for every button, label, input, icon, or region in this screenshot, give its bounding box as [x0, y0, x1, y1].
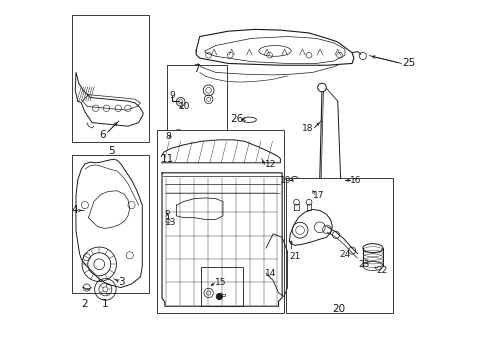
Text: 15: 15 [215, 278, 226, 287]
Text: 5: 5 [107, 146, 114, 156]
Bar [167, 65, 226, 157]
Bar [201, 267, 243, 306]
Text: 9: 9 [169, 91, 175, 100]
Text: 4: 4 [72, 206, 79, 216]
Text: 7: 7 [192, 64, 199, 74]
Text: 25: 25 [402, 58, 415, 68]
Text: 20: 20 [331, 304, 345, 314]
Bar [72, 15, 149, 142]
Text: 26: 26 [230, 114, 243, 124]
Text: 11: 11 [161, 154, 174, 164]
Text: 13: 13 [164, 218, 176, 227]
Text: 8: 8 [165, 132, 171, 141]
Text: 18: 18 [301, 123, 313, 132]
Bar [72, 155, 149, 293]
Text: 17: 17 [312, 190, 324, 199]
Text: 21: 21 [289, 252, 300, 261]
Text: 16: 16 [349, 176, 361, 185]
Text: 24: 24 [339, 250, 350, 259]
Bar [285, 178, 392, 313]
Text: 23: 23 [358, 260, 369, 269]
Circle shape [216, 293, 222, 300]
Text: 3: 3 [118, 277, 125, 287]
Text: 14: 14 [264, 269, 276, 278]
Text: 1: 1 [102, 300, 108, 310]
Text: 19: 19 [280, 176, 291, 185]
Text: 10: 10 [178, 102, 190, 111]
Text: 6: 6 [100, 130, 106, 140]
Bar [156, 130, 284, 313]
Text: 2: 2 [81, 300, 88, 310]
Text: 12: 12 [265, 161, 276, 170]
Text: 22: 22 [376, 266, 387, 275]
